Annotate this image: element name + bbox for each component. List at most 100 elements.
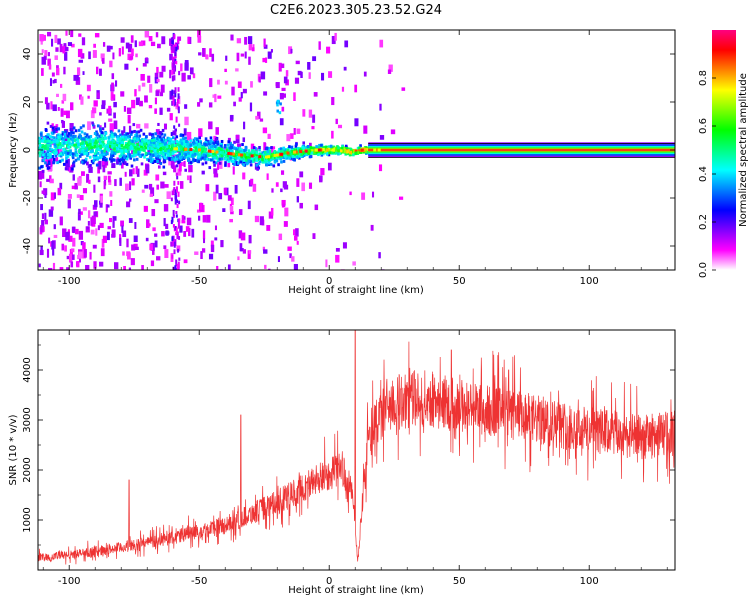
spectrogram-noise-cell (122, 251, 125, 256)
spectrogram-noise-cell (320, 168, 325, 176)
spectrogram-peak-cell (273, 153, 277, 157)
spectrogram-noise-cell (236, 52, 240, 62)
spectrogram-band-cell (127, 140, 131, 144)
colorbar-bar (712, 30, 736, 270)
spectrogram-band-cell (130, 132, 133, 136)
spectrogram-band-cell (167, 154, 171, 158)
spectrogram-band-cell (237, 151, 240, 155)
snr-xtick-label: -100 (58, 576, 81, 587)
spectrogram-band-cell (82, 147, 85, 151)
spectrogram-band-cell (101, 127, 105, 131)
spectrogram-peak-cell (173, 147, 177, 151)
spectrogram-band-cell (143, 144, 147, 148)
spectrogram-noise-cell (145, 237, 149, 242)
spectrogram-band-cell (92, 159, 96, 163)
spectrogram-band-cell (89, 163, 92, 167)
spectrogram-noise-cell (72, 237, 76, 247)
spectrogram-band-cell (146, 147, 150, 151)
spectrogram-noise-cell (64, 136, 69, 143)
spectrogram-band-cell (139, 147, 143, 151)
spectrogram-noise-cell (62, 228, 67, 238)
spectrogram-band-cell (127, 146, 131, 150)
spectrogram-band-cell (240, 151, 243, 155)
spectrogram-noise-cell (363, 71, 367, 77)
spectrogram-band-cell (134, 133, 137, 137)
spectrogram-noise-cell (104, 161, 109, 166)
spectrogram-band-cell (265, 147, 269, 151)
spectrogram-band-cell (139, 128, 143, 132)
spectrogram-noise-cell (337, 124, 343, 129)
spectrogram-band-cell (46, 156, 50, 160)
spectrogram-noise-cell (157, 122, 160, 126)
spectrogram-streak-cell (174, 137, 177, 145)
spectrogram-band-cell (53, 136, 56, 140)
spectrogram-band-cell (235, 162, 239, 166)
spectrogram-band-cell (59, 135, 62, 139)
spectrogram-band-cell (191, 156, 195, 160)
spectrogram-band-cell (134, 150, 138, 154)
spectrogram-band-cell (122, 151, 125, 155)
spectrogram-noise-cell (152, 227, 156, 232)
spectrogram-streak-cell (171, 216, 174, 223)
spectrogram-noise-cell (180, 63, 183, 72)
spectrogram-streak-cell (171, 75, 174, 82)
spectrogram-band-cell (118, 154, 122, 158)
spectrogram-noise-cell (240, 232, 246, 241)
spectrogram-band-cell (96, 143, 99, 147)
spectrogram-band-cell (345, 152, 348, 156)
spectrogram-band-cell (287, 153, 291, 157)
spectrogram-spot-cell (276, 99, 280, 103)
spectrogram-band-cell (59, 152, 63, 156)
spectrogram-noise-cell (222, 147, 227, 152)
spectrogram-noise-cell (90, 110, 95, 119)
spectrogram-noise-cell (148, 36, 153, 42)
spectrogram-noise-cell (296, 178, 300, 187)
spectrogram-noise-cell (53, 192, 56, 199)
spectrogram-band-cell (183, 142, 187, 146)
spectrogram-noise-cell (279, 92, 284, 100)
spectrogram-noise-cell (209, 78, 213, 88)
spectrogram-band-cell (209, 136, 213, 140)
spectrogram-band-cell (269, 162, 273, 166)
spectrogram-band-cell (265, 159, 269, 163)
spectrogram-band-cell (221, 151, 224, 155)
spectrogram-noise-cell (263, 91, 268, 96)
spectrogram-noise-cell (70, 30, 74, 38)
spectrogram-band-cell (133, 137, 137, 141)
spectrogram-noise-cell (100, 195, 103, 205)
spectrogram-band-cell (162, 147, 166, 151)
spectrogram-band-cell (163, 133, 167, 137)
spectrogram-band-cell (89, 135, 93, 139)
spectrogram-band-cell (255, 163, 259, 167)
spectrogram-band-cell (275, 156, 279, 160)
spectrogram-noise-cell (128, 218, 133, 223)
spectrogram-noise-cell (88, 166, 93, 173)
spectrogram-band-cell (55, 127, 58, 131)
spectrogram-band-cell (298, 156, 301, 160)
spectrogram-noise-cell (202, 230, 206, 240)
spectrogram-streak-cell (174, 194, 177, 200)
spectrogram-band-cell (229, 146, 232, 150)
spectrogram-noise-cell (289, 133, 294, 139)
spectrogram-band-cell (176, 142, 180, 146)
spectrogram-noise-cell (154, 240, 158, 248)
spectrogram-band-cell (251, 149, 254, 153)
spectrogram-band-cell (214, 144, 217, 148)
spectrogram-noise-cell (361, 192, 366, 200)
spectrogram-band-cell (197, 153, 200, 157)
spectrogram-band-cell (200, 147, 204, 151)
spectrogram-band-cell (93, 152, 97, 156)
spectrogram-band-cell (267, 147, 271, 151)
spectrogram-noise-cell (93, 211, 98, 217)
spectrogram-band-cell (86, 143, 89, 147)
spectrogram-band-cell (194, 144, 197, 148)
spectrogram-noise-cell (93, 100, 98, 107)
spectrogram-noise-cell (59, 182, 63, 190)
spectrogram-noise-cell (76, 67, 81, 76)
spectrogram-band-cell (91, 123, 95, 127)
spectrogram-noise-cell (293, 229, 296, 236)
spectrogram-noise-cell (136, 168, 140, 177)
spectrogram-noise-cell (248, 56, 251, 65)
spectrogram-band-cell (255, 156, 258, 160)
spectrogram-band-cell (359, 144, 362, 148)
